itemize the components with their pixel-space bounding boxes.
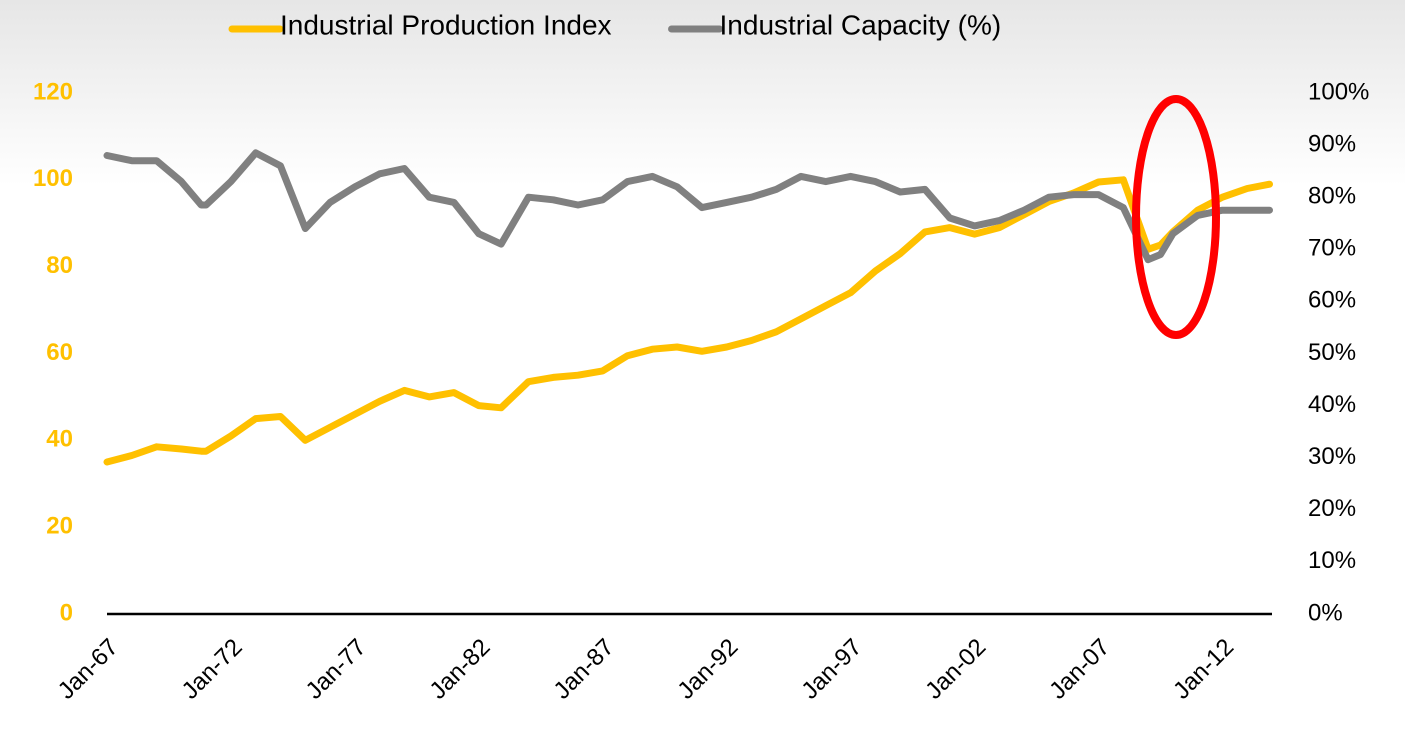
y2-tick-label: 20% — [1308, 495, 1356, 522]
series-line — [103, 149, 1273, 264]
y2-tick-label: 60% — [1308, 287, 1356, 314]
highlight-ellipse — [1132, 95, 1220, 339]
y-tick-label: 100 — [33, 165, 73, 192]
y-tick-label: 80 — [46, 252, 73, 279]
y-tick-label: 0 — [60, 599, 73, 626]
y2-tick-label: 30% — [1308, 443, 1356, 470]
y2-tick-label: 50% — [1308, 339, 1356, 366]
y-tick-label: 40 — [46, 426, 73, 453]
y2-tick-label: 40% — [1308, 391, 1356, 418]
y2-tick-label: 70% — [1308, 235, 1356, 262]
legend-label: Industrial Production Index — [280, 9, 612, 40]
y-tick-label: 120 — [33, 78, 73, 105]
y2-tick-label: 10% — [1308, 547, 1356, 574]
series-line — [103, 176, 1273, 466]
y-tick-label: 20 — [46, 513, 73, 540]
y2-tick-label: 0% — [1308, 599, 1343, 626]
y2-tick-label: 100% — [1308, 78, 1369, 105]
legend-label: Industrial Capacity (%) — [720, 9, 1002, 40]
y2-tick-label: 90% — [1308, 130, 1356, 157]
y-tick-label: 60 — [46, 339, 73, 366]
y2-tick-label: 80% — [1308, 183, 1356, 210]
